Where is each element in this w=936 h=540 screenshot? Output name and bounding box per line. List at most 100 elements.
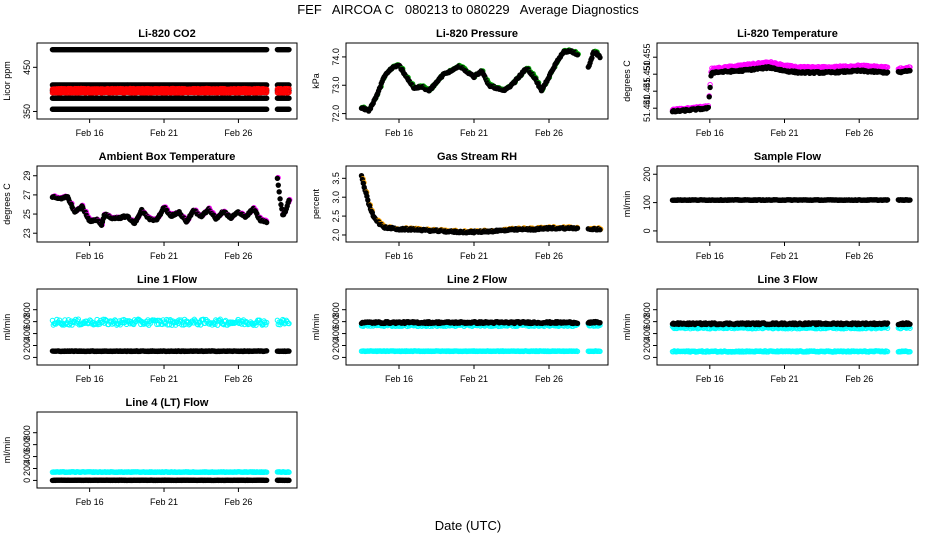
y-tick-label: 350 xyxy=(22,104,32,119)
x-tick-label: Feb 16 xyxy=(696,128,724,138)
data-point xyxy=(263,219,270,226)
y-axis-label: degrees C xyxy=(2,183,12,225)
y-tick-label: 3.5 xyxy=(331,172,341,185)
x-tick-label: Feb 26 xyxy=(845,251,873,261)
y-tick-label: 0 xyxy=(22,355,32,360)
data-point xyxy=(706,94,712,100)
y-axis-label: degrees C xyxy=(622,60,632,102)
plot-frame xyxy=(656,165,919,243)
series-level-355 xyxy=(49,106,292,112)
x-tick-label: Feb 16 xyxy=(696,251,724,261)
data-point xyxy=(574,52,581,58)
series-rh xyxy=(358,173,604,236)
x-tick-label: Feb 21 xyxy=(770,251,798,261)
data-point xyxy=(286,95,292,101)
y-tick-label: 72.0 xyxy=(331,105,341,123)
panel-p3: Li-820 Temperature51.44051.44551.45051.4… xyxy=(622,28,919,138)
data-point xyxy=(286,348,292,354)
data-point xyxy=(286,106,292,112)
series-flushing xyxy=(358,348,603,355)
series-pressure xyxy=(358,47,603,114)
x-tick-label: Feb 21 xyxy=(460,128,488,138)
data-point xyxy=(884,69,891,75)
data-point xyxy=(276,189,282,195)
data-point xyxy=(705,104,712,111)
data-point xyxy=(274,175,281,181)
y-tick-label: 0 xyxy=(331,355,341,360)
y-axis-label: kPa xyxy=(311,73,321,89)
series-level-380 xyxy=(49,95,292,101)
y-tick-label: 2.5 xyxy=(331,210,341,223)
y-tick-label: 2.0 xyxy=(331,229,341,242)
x-tick-label: Feb 16 xyxy=(385,251,413,261)
data-point xyxy=(263,106,270,112)
y-tick-label: 74.0 xyxy=(331,48,341,66)
panel-title: Line 1 Flow xyxy=(137,274,197,286)
y-tick-label: 29 xyxy=(22,171,32,181)
series-sample xyxy=(49,316,292,328)
data-point xyxy=(277,196,283,202)
data-point xyxy=(597,227,603,233)
series-box-temp xyxy=(49,174,293,228)
y-axis-label: percent xyxy=(311,188,321,219)
plot-frame xyxy=(36,42,298,120)
data-point xyxy=(597,54,603,61)
panel-title: Ambient Box Temperature xyxy=(99,151,236,163)
panel-p4: Ambient Box Temperature 23 25 27 29 degrees C… xyxy=(2,151,298,261)
y-axis-label: ml/min xyxy=(622,191,632,218)
series-sample-lower xyxy=(49,89,292,96)
data-point xyxy=(263,348,270,354)
x-tick-label: Feb 26 xyxy=(845,128,873,138)
series-temperature-sample- xyxy=(669,59,913,113)
y-tick-label: 800 xyxy=(22,302,32,317)
plot-frame xyxy=(345,42,609,120)
data-point xyxy=(275,182,281,188)
x-tick-label: Feb 21 xyxy=(460,374,488,384)
x-tick-label: Feb 21 xyxy=(770,128,798,138)
panel-title: Li-820 Temperature xyxy=(737,28,838,40)
y-tick-label: 51.455 xyxy=(642,43,652,71)
data-point xyxy=(707,84,713,91)
series-sample-flow xyxy=(669,197,913,204)
y-tick-label: 450 xyxy=(22,60,32,75)
x-tick-label: Feb 21 xyxy=(460,251,488,261)
x-tick-label: Feb 16 xyxy=(76,128,104,138)
x-tick-label: Feb 16 xyxy=(385,128,413,138)
plot-frame xyxy=(36,165,298,243)
data-point xyxy=(884,197,891,203)
data-point xyxy=(574,225,581,231)
panel-title: Li-820 Pressure xyxy=(436,28,518,40)
main-title: FEF AIRCOA C 080213 to 080229 Average Di… xyxy=(297,2,639,17)
y-tick-label: 23 xyxy=(22,228,32,238)
series-sample xyxy=(358,318,603,327)
data-point xyxy=(907,197,913,203)
data-point xyxy=(286,197,292,204)
data-point xyxy=(907,67,913,74)
y-tick-label: 27 xyxy=(22,190,32,200)
panel-title: Li-820 CO2 xyxy=(138,28,195,40)
y-tick-label: 25 xyxy=(22,209,32,219)
y-axis-label: ml/min xyxy=(2,314,12,341)
x-tick-label: Feb 26 xyxy=(535,251,563,261)
x-tick-label: Feb 16 xyxy=(76,251,104,261)
series-temperature-ref- xyxy=(669,64,913,115)
x-tick-label: Feb 26 xyxy=(535,128,563,138)
x-tick-label: Feb 21 xyxy=(150,128,178,138)
x-tick-label: Feb 21 xyxy=(150,251,178,261)
series-level-490 xyxy=(49,46,292,53)
data-point xyxy=(263,82,270,88)
y-tick-label: 3.0 xyxy=(331,191,341,204)
y-tick-label: 800 xyxy=(331,302,341,317)
data-point xyxy=(286,46,292,53)
y-axis-label: ml/min xyxy=(311,314,321,341)
y-axis-label: Licor ppm xyxy=(2,61,12,101)
y-tick-label: 200 xyxy=(642,167,652,182)
x-tick-label: Feb 26 xyxy=(535,374,563,384)
